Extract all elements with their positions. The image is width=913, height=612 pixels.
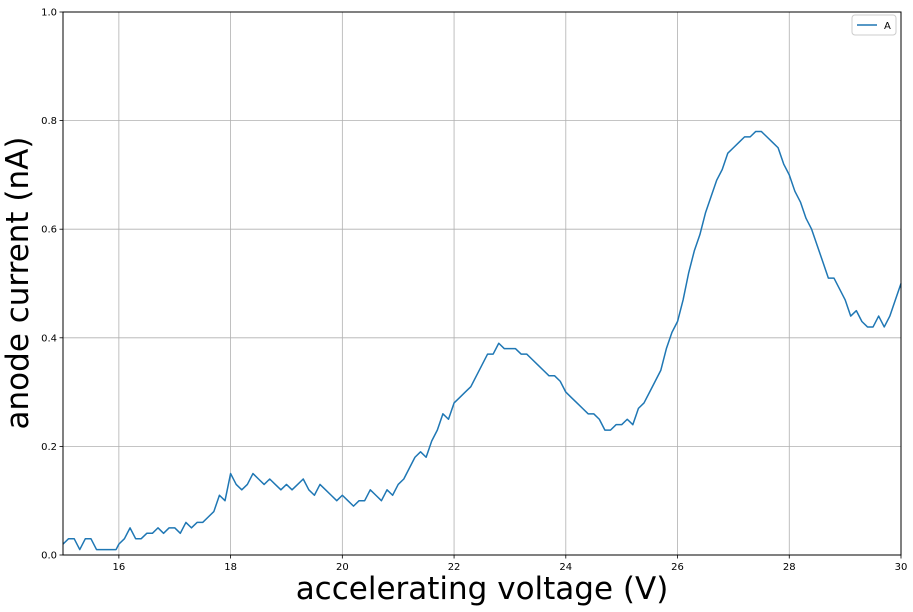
x-tick-label: 26 bbox=[671, 562, 684, 573]
legend-label: A bbox=[884, 21, 891, 32]
series-layer bbox=[62, 130, 902, 551]
x-tick-label: 24 bbox=[559, 562, 572, 573]
y-tick-label: 0.2 bbox=[41, 442, 57, 453]
tick-layer: 16 18 20 22 24 26 28 30 0.0 0.2 0.4 0.6 0.8 1.0 bbox=[41, 8, 907, 574]
x-axis-title: accelerating voltage (V) bbox=[296, 571, 669, 607]
plot-area bbox=[63, 12, 901, 555]
y-tick-label: 1.0 bbox=[41, 8, 57, 19]
y-axis-title: anode current (nA) bbox=[0, 137, 36, 430]
y-tick-label: 0.6 bbox=[41, 225, 57, 236]
x-tick-label: 28 bbox=[783, 562, 796, 573]
x-tick-label: 16 bbox=[112, 562, 125, 573]
series-line-A bbox=[62, 130, 902, 551]
x-tick-label: 22 bbox=[448, 562, 461, 573]
y-tick-label: 0.0 bbox=[41, 551, 57, 562]
y-tick-label: 0.8 bbox=[41, 116, 57, 127]
y-tick-label: 0.4 bbox=[41, 333, 57, 344]
x-tick-label: 18 bbox=[224, 562, 237, 573]
x-tick-label: 20 bbox=[336, 562, 349, 573]
x-tick-label: 30 bbox=[895, 562, 908, 573]
legend: A bbox=[851, 14, 897, 36]
plot-frame bbox=[62, 11, 902, 556]
